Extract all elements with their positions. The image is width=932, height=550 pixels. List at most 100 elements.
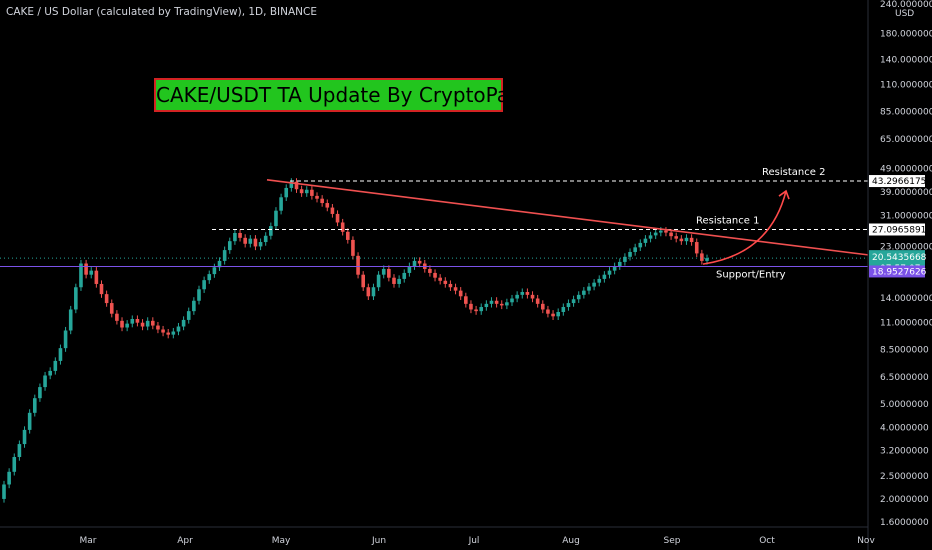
- candle: [197, 285, 201, 305]
- candle: [361, 271, 365, 291]
- candle-body: [592, 282, 596, 287]
- candle-body: [89, 270, 94, 275]
- candle: [402, 269, 407, 283]
- candle-body: [320, 198, 324, 204]
- candle: [294, 178, 299, 193]
- candle: [479, 303, 484, 315]
- candle: [304, 186, 309, 197]
- time-tick-label: Mar: [80, 536, 97, 546]
- candle: [346, 228, 350, 244]
- candle: [448, 280, 453, 291]
- candle: [694, 238, 699, 258]
- candle: [310, 186, 314, 200]
- candle: [335, 210, 340, 227]
- resistance-1-label: Resistance 1: [696, 215, 759, 226]
- candle: [561, 303, 566, 316]
- candle: [387, 265, 391, 282]
- candle-body: [684, 237, 689, 242]
- candle-body: [299, 189, 304, 194]
- candle: [617, 258, 622, 270]
- price-tick-label: 23.0000000: [880, 242, 932, 252]
- candle: [279, 193, 283, 215]
- candle: [571, 295, 576, 307]
- candle-body: [17, 444, 22, 458]
- candle: [48, 367, 52, 380]
- candle-body: [700, 253, 704, 261]
- candle-body: [289, 181, 294, 188]
- candle: [202, 276, 206, 293]
- candle-body: [443, 280, 448, 284]
- candle-body: [458, 290, 463, 297]
- resistance-2-label: Resistance 2: [762, 167, 825, 178]
- candle: [597, 275, 602, 287]
- candle: [115, 310, 119, 325]
- price-tick-label: 14.0000000: [880, 294, 932, 304]
- price-tick-label: 11.0000000: [880, 319, 932, 329]
- candle-body: [217, 260, 222, 268]
- candle-body: [197, 289, 201, 301]
- candle-body: [212, 267, 217, 275]
- candle-body: [505, 302, 509, 306]
- candle-body: [243, 237, 247, 244]
- candle-body: [351, 239, 355, 256]
- price-tags: 43.296617527.096589120.543566807:57:0718…: [869, 175, 927, 278]
- candle-body: [659, 230, 663, 233]
- candle: [643, 235, 648, 247]
- candle-body: [22, 429, 27, 445]
- projection-arrow-head: [778, 189, 790, 200]
- candle: [79, 259, 83, 291]
- candle: [222, 246, 227, 265]
- candle-body: [438, 277, 442, 281]
- candle-body: [27, 412, 32, 430]
- candle-body: [104, 294, 109, 304]
- candle: [510, 294, 514, 306]
- candle: [248, 235, 253, 248]
- candle: [592, 279, 596, 291]
- candle: [74, 283, 78, 314]
- candle: [392, 274, 396, 288]
- candles-layer: [2, 178, 709, 503]
- resistance-1-price-tag-bg: [869, 223, 925, 236]
- candle-body: [602, 274, 607, 279]
- candle-body: [453, 287, 458, 291]
- overlays-layer: Resistance 1 Resistance 2 Support/Entry: [0, 167, 869, 280]
- candle: [94, 267, 99, 288]
- candle-body: [612, 266, 617, 271]
- candle: [679, 235, 684, 245]
- candle: [274, 207, 278, 230]
- time-axis[interactable]: Mar Apr May Jun Jul Aug Sep Oct Nov: [0, 526, 875, 546]
- candle: [89, 267, 94, 279]
- candle: [428, 265, 432, 277]
- candle-body: [166, 332, 171, 335]
- candle: [484, 300, 489, 311]
- candle: [176, 322, 181, 336]
- candle: [161, 325, 165, 337]
- candle-body: [489, 300, 494, 304]
- price-tick-label: 2.0000000: [880, 495, 929, 505]
- price-tick-label: 180.0000000: [880, 30, 932, 40]
- candle: [587, 283, 591, 295]
- price-axis[interactable]: 240.0000000 180.0000000 140.0000000 110.000…: [867, 0, 932, 550]
- candle: [417, 257, 422, 268]
- candle: [371, 283, 376, 300]
- trendline: [266, 179, 869, 256]
- candle: [299, 185, 304, 197]
- candle-body: [346, 231, 350, 240]
- candle: [499, 300, 504, 310]
- candle-body: [520, 292, 525, 295]
- candle-body: [653, 232, 658, 236]
- price-tick-label: 31.0000000: [880, 212, 932, 222]
- candle: [315, 192, 319, 203]
- candle: [551, 310, 555, 320]
- candle: [664, 227, 668, 237]
- candle: [12, 453, 17, 476]
- candle-body: [120, 320, 124, 328]
- candle-body: [74, 287, 78, 310]
- candle-body: [540, 303, 545, 310]
- candle-body: [325, 203, 330, 208]
- candle: [438, 274, 442, 285]
- candle-body: [381, 268, 386, 275]
- candle-body: [53, 360, 58, 371]
- candle: [330, 204, 335, 218]
- candle-body: [669, 232, 673, 237]
